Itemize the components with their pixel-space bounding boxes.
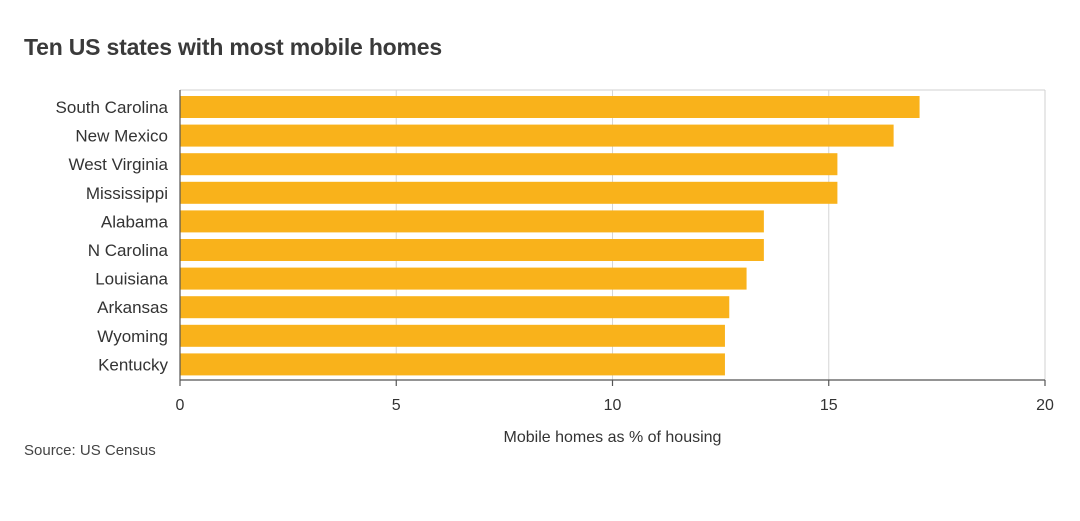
- bar: [180, 181, 838, 204]
- x-tick-label: 20: [1036, 397, 1054, 414]
- x-tick-label: 10: [604, 397, 622, 414]
- chart-title: Ten US states with most mobile homes: [24, 34, 442, 60]
- category-label: South Carolina: [56, 98, 169, 117]
- bar: [180, 210, 764, 233]
- bar: [180, 324, 725, 347]
- category-label: New Mexico: [75, 127, 168, 146]
- x-tick-label: 5: [392, 397, 401, 414]
- x-tick-label: 0: [176, 397, 185, 414]
- category-label: Arkansas: [97, 298, 168, 317]
- bar: [180, 153, 838, 176]
- bar: [180, 124, 894, 147]
- category-labels: South Carolina New Mexico West Virginia Mis…: [56, 98, 169, 374]
- category-label: West Virginia: [68, 155, 168, 174]
- category-label: N Carolina: [88, 241, 169, 260]
- bar: [180, 353, 725, 376]
- bar: [180, 239, 764, 261]
- bar: [180, 296, 730, 319]
- source-note: Source: US Census: [24, 442, 156, 459]
- category-label: Kentucky: [98, 355, 168, 374]
- x-axis-title: Mobile homes as % of housing: [504, 429, 722, 446]
- category-label: Wyoming: [97, 327, 168, 346]
- bar: [180, 96, 920, 118]
- x-tick-label: 15: [820, 397, 838, 414]
- bar: [180, 267, 747, 290]
- category-label: Louisiana: [95, 270, 168, 289]
- bars: [180, 96, 920, 376]
- x-axis: 0 5 10 15 20: [176, 90, 1054, 414]
- category-label: Mississippi: [86, 184, 168, 203]
- category-label: Alabama: [101, 212, 169, 231]
